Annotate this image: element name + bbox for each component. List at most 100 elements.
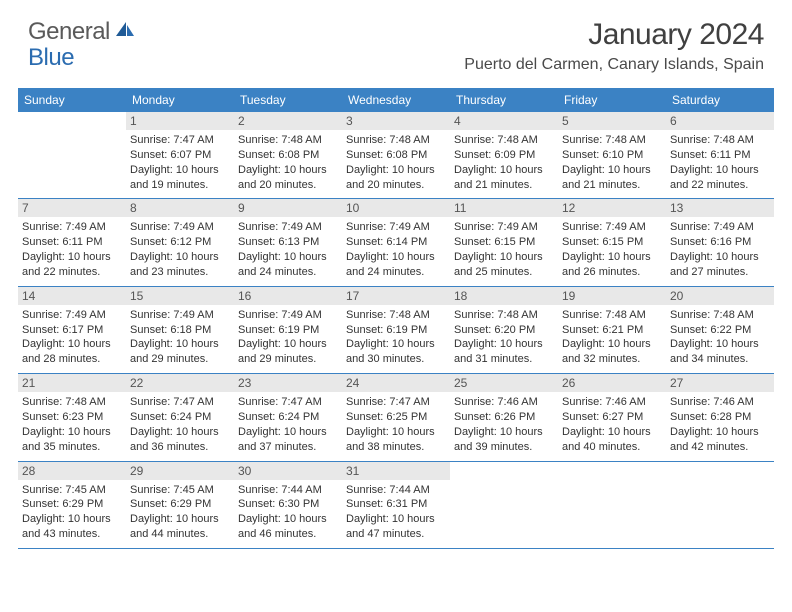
day-number: 19 xyxy=(558,287,666,305)
day-info: Sunrise: 7:48 AMSunset: 6:10 PMDaylight:… xyxy=(562,133,662,192)
day-info: Sunrise: 7:48 AMSunset: 6:08 PMDaylight:… xyxy=(346,133,446,192)
day-number: 6 xyxy=(666,112,774,130)
day-number: 10 xyxy=(342,199,450,217)
day-info: Sunrise: 7:47 AMSunset: 6:24 PMDaylight:… xyxy=(130,395,230,454)
day-number: 8 xyxy=(126,199,234,217)
day-info: Sunrise: 7:48 AMSunset: 6:20 PMDaylight:… xyxy=(454,308,554,367)
day-cell: 8 Sunrise: 7:49 AMSunset: 6:12 PMDaylight… xyxy=(126,199,234,285)
day-header: Friday xyxy=(558,88,666,112)
day-cell: 31 Sunrise: 7:44 AMSunset: 6:31 PMDayligh… xyxy=(342,462,450,548)
day-header: Tuesday xyxy=(234,88,342,112)
day-info: Sunrise: 7:48 AMSunset: 6:23 PMDaylight:… xyxy=(22,395,122,454)
day-info: Sunrise: 7:48 AMSunset: 6:21 PMDaylight:… xyxy=(562,308,662,367)
location-text: Puerto del Carmen, Canary Islands, Spain xyxy=(464,56,764,74)
day-cell: . xyxy=(450,462,558,548)
day-info: Sunrise: 7:49 AMSunset: 6:16 PMDaylight:… xyxy=(670,220,770,279)
day-cell: 18 Sunrise: 7:48 AMSunset: 6:20 PMDayligh… xyxy=(450,287,558,373)
day-info: Sunrise: 7:48 AMSunset: 6:11 PMDaylight:… xyxy=(670,133,770,192)
day-info: Sunrise: 7:49 AMSunset: 6:14 PMDaylight:… xyxy=(346,220,446,279)
day-info: Sunrise: 7:49 AMSunset: 6:18 PMDaylight:… xyxy=(130,308,230,367)
day-cell: 2Sunrise: 7:48 AMSunset: 6:08 PMDaylight… xyxy=(234,112,342,198)
day-number: 20 xyxy=(666,287,774,305)
day-number: 12 xyxy=(558,199,666,217)
day-number: 16 xyxy=(234,287,342,305)
week-row: 7Sunrise: 7:49 AMSunset: 6:11 PMDaylight… xyxy=(18,199,774,286)
day-number: 5 xyxy=(558,112,666,130)
day-cell: 6 Sunrise: 7:48 AMSunset: 6:11 PMDaylight… xyxy=(666,112,774,198)
calendar: SundayMondayTuesdayWednesdayThursdayFrid… xyxy=(18,88,774,549)
day-number: 25 xyxy=(450,374,558,392)
day-info: Sunrise: 7:49 AMSunset: 6:12 PMDaylight:… xyxy=(130,220,230,279)
day-number: 18 xyxy=(450,287,558,305)
day-cell: . xyxy=(558,462,666,548)
day-cell: 22 Sunrise: 7:47 AMSunset: 6:24 PMDayligh… xyxy=(126,374,234,460)
day-header-row: SundayMondayTuesdayWednesdayThursdayFrid… xyxy=(18,88,774,112)
day-info: Sunrise: 7:45 AMSunset: 6:29 PMDaylight:… xyxy=(22,483,122,542)
day-cell: 21Sunrise: 7:48 AMSunset: 6:23 PMDayligh… xyxy=(18,374,126,460)
day-number: 14 xyxy=(18,287,126,305)
day-info: Sunrise: 7:47 AMSunset: 6:24 PMDaylight:… xyxy=(238,395,338,454)
day-info: Sunrise: 7:49 AMSunset: 6:15 PMDaylight:… xyxy=(454,220,554,279)
page-header: General January 2024 Puerto del Carmen, … xyxy=(0,0,792,80)
day-cell: 26 Sunrise: 7:46 AMSunset: 6:27 PMDayligh… xyxy=(558,374,666,460)
day-number: 29 xyxy=(126,462,234,480)
day-cell: . xyxy=(666,462,774,548)
day-cell: 7Sunrise: 7:49 AMSunset: 6:11 PMDaylight… xyxy=(18,199,126,285)
day-header: Thursday xyxy=(450,88,558,112)
day-info: Sunrise: 7:45 AMSunset: 6:29 PMDaylight:… xyxy=(130,483,230,542)
day-cell: 1 Sunrise: 7:47 AMSunset: 6:07 PMDaylight… xyxy=(126,112,234,198)
week-row: 28Sunrise: 7:45 AMSunset: 6:29 PMDayligh… xyxy=(18,462,774,549)
day-cell: 14 Sunrise: 7:49 AMSunset: 6:17 PMDayligh… xyxy=(18,287,126,373)
day-number: 23 xyxy=(234,374,342,392)
day-number: 28 xyxy=(18,462,126,480)
day-info: Sunrise: 7:47 AMSunset: 6:07 PMDaylight:… xyxy=(130,133,230,192)
day-number: 3 xyxy=(342,112,450,130)
day-cell: 11Sunrise: 7:49 AMSunset: 6:15 PMDayligh… xyxy=(450,199,558,285)
day-number: 27 xyxy=(666,374,774,392)
day-info: Sunrise: 7:48 AMSunset: 6:19 PMDaylight:… xyxy=(346,308,446,367)
day-cell: 27 Sunrise: 7:46 AMSunset: 6:28 PMDayligh… xyxy=(666,374,774,460)
day-cell: 5 Sunrise: 7:48 AMSunset: 6:10 PMDaylight… xyxy=(558,112,666,198)
day-header: Wednesday xyxy=(342,88,450,112)
day-cell: 10 Sunrise: 7:49 AMSunset: 6:14 PMDayligh… xyxy=(342,199,450,285)
day-number: 22 xyxy=(126,374,234,392)
day-info: Sunrise: 7:49 AMSunset: 6:17 PMDaylight:… xyxy=(22,308,122,367)
day-number: 17 xyxy=(342,287,450,305)
day-info: Sunrise: 7:49 AMSunset: 6:13 PMDaylight:… xyxy=(238,220,338,279)
day-info: Sunrise: 7:49 AMSunset: 6:15 PMDaylight:… xyxy=(562,220,662,279)
title-block: January 2024 Puerto del Carmen, Canary I… xyxy=(464,18,764,74)
day-cell: 4 Sunrise: 7:48 AMSunset: 6:09 PMDaylight… xyxy=(450,112,558,198)
day-cell: 17 Sunrise: 7:48 AMSunset: 6:19 PMDayligh… xyxy=(342,287,450,373)
week-row: 14 Sunrise: 7:49 AMSunset: 6:17 PMDayligh… xyxy=(18,287,774,374)
logo-sail-icon xyxy=(114,20,136,45)
day-number: 4 xyxy=(450,112,558,130)
calendar-body: .1Sunrise: 7:47 AMSunset: 6:07 PMDayligh… xyxy=(18,112,774,549)
day-cell: 25 Sunrise: 7:46 AMSunset: 6:26 PMDayligh… xyxy=(450,374,558,460)
day-header: Sunday xyxy=(18,88,126,112)
day-number: 1 xyxy=(126,112,234,130)
logo-blue-wrap: Blue xyxy=(28,44,74,72)
week-row: .1 Sunrise: 7:47 AMSunset: 6:07 PMDayligh… xyxy=(18,112,774,199)
day-info: Sunrise: 7:46 AMSunset: 6:27 PMDaylight:… xyxy=(562,395,662,454)
month-title: January 2024 xyxy=(464,18,764,52)
day-info: Sunrise: 7:44 AMSunset: 6:30 PMDaylight:… xyxy=(238,483,338,542)
day-cell: . xyxy=(18,112,126,198)
day-number: 26 xyxy=(558,374,666,392)
day-cell: 3 Sunrise: 7:48 AMSunset: 6:08 PMDaylight… xyxy=(342,112,450,198)
day-cell: 28 Sunrise: 7:45 AMSunset: 6:29 PMDayligh… xyxy=(18,462,126,548)
day-info: Sunrise: 7:46 AMSunset: 6:28 PMDaylight:… xyxy=(670,395,770,454)
day-info: Sunrise: 7:49 AMSunset: 6:11 PMDaylight:… xyxy=(22,220,122,279)
day-info: Sunrise: 7:47 AMSunset: 6:25 PMDaylight:… xyxy=(346,395,446,454)
day-header: Monday xyxy=(126,88,234,112)
day-info: Sunrise: 7:48 AMSunset: 6:09 PMDaylight:… xyxy=(454,133,554,192)
day-info: Sunrise: 7:44 AMSunset: 6:31 PMDaylight:… xyxy=(346,483,446,542)
day-number: 9 xyxy=(234,199,342,217)
week-row: 21Sunrise: 7:48 AMSunset: 6:23 PMDayligh… xyxy=(18,374,774,461)
day-cell: 30Sunrise: 7:44 AMSunset: 6:30 PMDayligh… xyxy=(234,462,342,548)
day-info: Sunrise: 7:46 AMSunset: 6:26 PMDaylight:… xyxy=(454,395,554,454)
day-number: 13 xyxy=(666,199,774,217)
day-number: 31 xyxy=(342,462,450,480)
day-cell: 13 Sunrise: 7:49 AMSunset: 6:16 PMDayligh… xyxy=(666,199,774,285)
logo-text-blue: Blue xyxy=(28,44,74,71)
day-number: 24 xyxy=(342,374,450,392)
